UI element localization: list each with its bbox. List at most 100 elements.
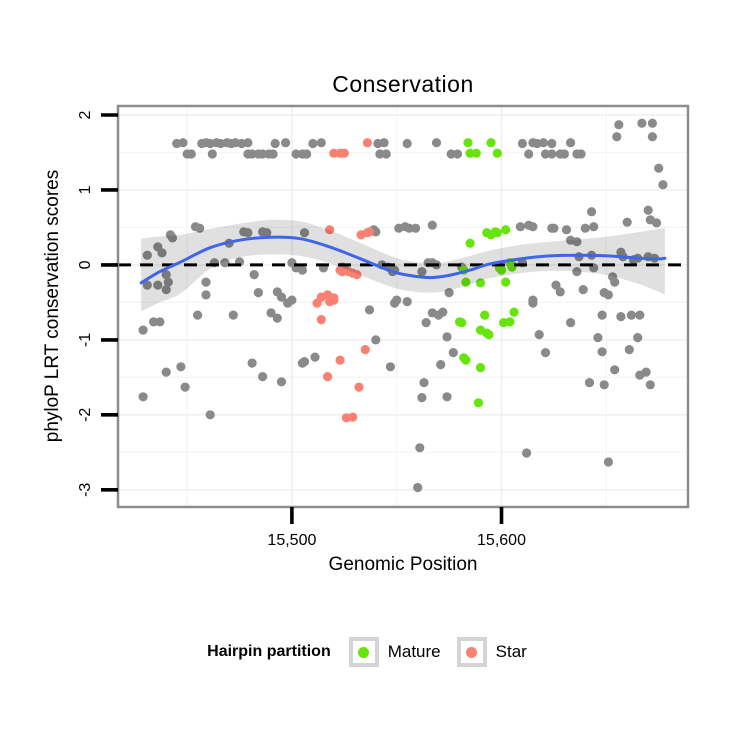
point-other <box>299 357 310 367</box>
point-other <box>270 138 280 149</box>
point-other <box>262 228 272 238</box>
point-other <box>444 288 454 298</box>
point-other <box>381 149 391 159</box>
legend-key-box <box>348 637 379 667</box>
point-other <box>157 248 167 258</box>
point-other <box>413 482 423 493</box>
point-other <box>616 312 626 322</box>
point-other <box>448 348 458 358</box>
point-other <box>253 288 263 298</box>
point-other <box>622 217 632 227</box>
point-star <box>354 382 364 392</box>
point-other <box>549 223 559 233</box>
smooth-line <box>139 235 667 285</box>
y-tick-label: -2 <box>77 408 94 422</box>
point-other <box>658 180 668 190</box>
point-star <box>335 355 345 365</box>
point-mature <box>501 277 511 287</box>
point-other <box>138 325 148 335</box>
point-other <box>645 380 655 390</box>
point-other <box>566 318 576 328</box>
point-other <box>442 392 452 402</box>
point-other <box>436 360 446 370</box>
point-other <box>258 372 268 382</box>
point-other <box>180 382 190 392</box>
point-other <box>258 149 268 159</box>
point-mature <box>501 225 511 235</box>
point-other <box>647 118 658 128</box>
point-other <box>551 280 561 290</box>
point-other <box>417 393 427 403</box>
point-other <box>247 149 257 159</box>
point-mature <box>473 398 483 408</box>
point-other <box>249 270 259 280</box>
point-other <box>228 310 238 320</box>
point-other <box>142 280 152 290</box>
point-other <box>299 228 310 238</box>
point-mature <box>492 148 502 158</box>
point-other <box>624 345 634 355</box>
panel-border <box>116 104 690 509</box>
point-mature <box>475 278 486 288</box>
point-mature <box>492 228 502 238</box>
point-other <box>446 149 456 159</box>
x-tick-label: 15,500 <box>267 532 316 549</box>
point-other <box>641 367 651 377</box>
y-tick-label: -3 <box>77 483 94 497</box>
point-other <box>142 250 152 260</box>
point-mature <box>465 238 475 248</box>
legend-title: Hairpin partition <box>207 643 331 660</box>
point-other <box>287 295 297 305</box>
point-other <box>572 267 582 277</box>
point-other <box>626 310 637 320</box>
point-mature <box>484 330 494 340</box>
y-tick-label: 2 <box>77 110 94 119</box>
y-tick-label: 0 <box>77 260 94 269</box>
point-other <box>178 138 188 148</box>
point-other <box>281 138 291 148</box>
point-other <box>559 149 570 159</box>
point-other <box>528 298 538 308</box>
point-other <box>635 310 645 320</box>
legend-dot-icon <box>358 646 370 658</box>
x-tick-label: 15,600 <box>477 532 526 549</box>
point-other <box>538 138 549 148</box>
point-other <box>427 220 437 230</box>
legend-item-mature: Mature <box>348 637 441 667</box>
point-other <box>138 392 148 402</box>
point-other <box>540 149 551 159</box>
point-mature <box>496 265 507 275</box>
point-star <box>360 345 370 355</box>
point-mature <box>505 317 515 327</box>
plot-title: Conservation <box>332 71 474 97</box>
point-other <box>593 333 603 343</box>
point-star <box>362 138 372 148</box>
point-other <box>272 313 282 323</box>
point-other <box>610 277 620 287</box>
point-other <box>652 218 662 228</box>
point-star <box>329 148 339 158</box>
point-other <box>153 280 163 290</box>
point-mature <box>471 148 481 158</box>
point-mature <box>509 307 519 317</box>
point-other <box>587 207 597 217</box>
point-other <box>161 270 171 280</box>
x-axis-title: Genomic Position <box>328 554 478 575</box>
point-other <box>421 318 431 328</box>
point-other <box>415 443 425 453</box>
point-other <box>404 223 414 233</box>
point-other <box>561 225 572 235</box>
point-other <box>186 149 196 159</box>
point-other <box>647 132 658 142</box>
point-other <box>243 228 253 238</box>
point-other <box>452 149 463 159</box>
point-star <box>348 412 358 422</box>
point-other <box>167 233 178 243</box>
point-other <box>195 223 205 233</box>
point-other <box>442 332 452 342</box>
point-other <box>220 258 230 268</box>
point-star <box>329 295 339 305</box>
point-other <box>161 367 171 377</box>
point-other <box>385 362 395 372</box>
point-other <box>411 223 421 233</box>
